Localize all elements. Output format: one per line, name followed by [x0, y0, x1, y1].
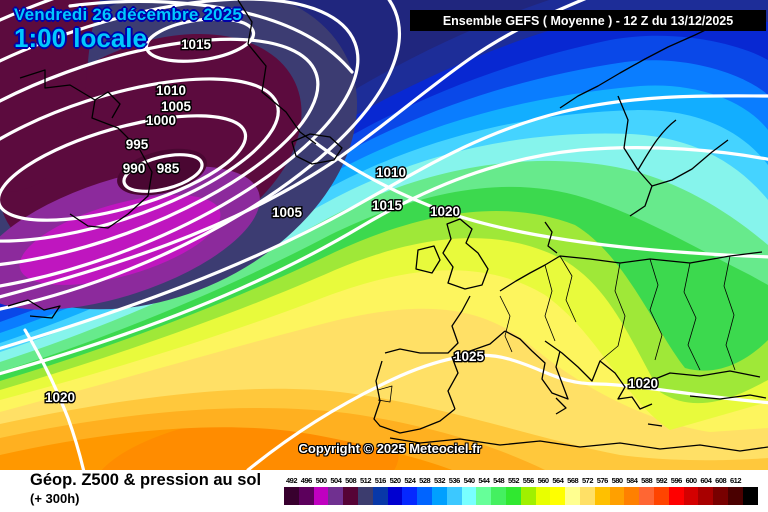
- isobar-label: 995: [126, 137, 149, 152]
- isobar-contours: [0, 0, 768, 470]
- color-scale-value: 536: [448, 476, 461, 485]
- isobar-label: 1010: [156, 83, 186, 98]
- isobar-label: 1020: [430, 204, 460, 219]
- color-scale-value: 532: [433, 476, 446, 485]
- color-scale-value: 576: [596, 476, 609, 485]
- isobar-label: 1005: [161, 99, 192, 114]
- color-scale-value: 572: [581, 476, 594, 485]
- isobar-label: 1000: [146, 113, 176, 128]
- color-scale-value: 596: [670, 476, 683, 485]
- color-scale-swatch: [668, 487, 684, 505]
- color-scale-swatch: [609, 487, 625, 505]
- isobar-label: 1025: [454, 349, 485, 364]
- color-scale-value: 516: [374, 476, 387, 485]
- color-scale-value: 492: [285, 476, 298, 485]
- color-scale-swatch: [698, 487, 714, 505]
- color-scale-value: 528: [419, 476, 431, 485]
- color-scale-swatch: [520, 487, 536, 505]
- model-run-banner: Ensemble GEFS ( Moyenne ) - 12 Z du 13/1…: [410, 10, 766, 31]
- color-scale-value: 500: [315, 476, 328, 485]
- copyright-text: Copyright © 2025 Meteociel.fr: [298, 441, 482, 456]
- color-scale-swatch: [476, 487, 492, 505]
- forecast-date: Vendredi 26 décembre 2025: [14, 5, 243, 24]
- color-scale-swatch: [580, 487, 595, 505]
- color-scale-value: 604: [700, 476, 712, 485]
- color-scale-swatch: [446, 487, 462, 505]
- color-scale-swatch: [550, 487, 566, 505]
- color-scale-swatch: [506, 487, 521, 505]
- color-scale-value: 544: [478, 476, 490, 485]
- isobar-label: 985: [157, 161, 180, 176]
- color-scale-swatch: [432, 487, 447, 505]
- legend-bar: Géop. Z500 & pression au sol (+ 300h) 49…: [0, 470, 768, 512]
- color-scale-swatch: [491, 487, 507, 505]
- color-scale-value: 592: [655, 476, 668, 485]
- color-scale-swatch: [624, 487, 640, 505]
- color-scale-value: 600: [685, 476, 698, 485]
- forecast-local-time: 1:00 locale: [14, 22, 147, 53]
- color-scale-swatch: [654, 487, 669, 505]
- color-scale-value: 568: [567, 476, 579, 485]
- geopotential-color-field: [0, 0, 768, 470]
- isobar-label: 1005: [272, 205, 303, 220]
- color-scale-swatch: [298, 487, 314, 505]
- color-scale-value: 512: [359, 476, 372, 485]
- color-scale-swatch: [402, 487, 418, 505]
- isobar-label: 1020: [45, 390, 75, 405]
- color-scale-swatch: [284, 487, 299, 505]
- color-scale-swatch: [343, 487, 359, 505]
- color-scale-value: 608: [715, 476, 727, 485]
- color-scale-swatch: [535, 487, 551, 505]
- color-scale-swatch: [461, 487, 477, 505]
- isobar-label: 1015: [372, 198, 403, 213]
- color-scale-value: 564: [552, 476, 564, 485]
- isobar-label: 1020: [628, 376, 658, 391]
- color-scale-swatch: [565, 487, 581, 505]
- color-scale-value: 560: [537, 476, 550, 485]
- legend-forecast-hour: (+ 300h): [30, 491, 80, 506]
- color-scale-value: 580: [611, 476, 624, 485]
- isobar-label: 1015: [181, 37, 212, 52]
- country-borders: [377, 255, 736, 403]
- color-scale-value: 548: [493, 476, 505, 485]
- color-scale-swatch: [639, 487, 655, 505]
- color-scale-swatch: [358, 487, 373, 505]
- color-scale-value: 520: [389, 476, 402, 485]
- color-scale-value: 524: [404, 476, 416, 485]
- color-scale-value: 508: [345, 476, 357, 485]
- forecast-datetime: Vendredi 26 décembre 2025 1:00 locale: [14, 6, 242, 52]
- color-scale-swatch: [713, 487, 729, 505]
- color-scale-value: 540: [463, 476, 476, 485]
- color-scale-value: 552: [507, 476, 520, 485]
- color-scale-value: 504: [330, 476, 342, 485]
- color-scale-swatch: [742, 487, 758, 505]
- color-scale-swatch: [728, 487, 743, 505]
- color-scale-swatch: [372, 487, 388, 505]
- color-scale-swatch: [683, 487, 699, 505]
- color-scale-swatch: [313, 487, 329, 505]
- map-area: 1015 1010 1005 1000 995 990 985 1005 1010 1015 102…: [0, 0, 768, 470]
- color-scale-swatch: [594, 487, 610, 505]
- color-scale-swatch: [328, 487, 344, 505]
- color-scale-swatch: [417, 487, 433, 505]
- legend-title: Géop. Z500 & pression au sol: [30, 471, 262, 489]
- color-scale-value: 588: [641, 476, 653, 485]
- color-scale-swatch: [387, 487, 403, 505]
- color-scale-value: 496: [300, 476, 313, 485]
- color-scale-value: 612: [729, 476, 742, 485]
- isobar-label: 990: [123, 161, 146, 176]
- color-scale-value: 584: [626, 476, 638, 485]
- isobar-label: 1010: [376, 165, 406, 180]
- color-scale-value: 556: [522, 476, 535, 485]
